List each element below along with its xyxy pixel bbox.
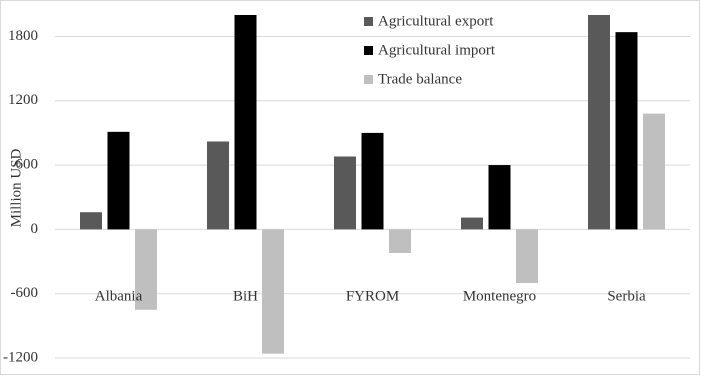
- y-axis-title: Million USD: [8, 148, 24, 227]
- y-tick-label: 1200: [8, 92, 38, 108]
- legend-swatch: [364, 75, 373, 84]
- bar: [488, 165, 511, 230]
- bar: [643, 113, 665, 230]
- bar: [234, 15, 257, 230]
- bar: [389, 229, 411, 253]
- x-tick-label: BiH: [233, 288, 258, 304]
- legend-label: Agricultural import: [378, 42, 496, 58]
- legend-swatch: [364, 46, 373, 55]
- y-tick-label: -1200: [3, 349, 38, 365]
- legend-label: Agricultural export: [378, 13, 494, 29]
- y-tick-label: 0: [31, 221, 39, 237]
- x-tick-label: FYROM: [346, 288, 399, 304]
- y-tick-label: -600: [11, 285, 39, 301]
- bar: [516, 229, 538, 283]
- legend-swatch: [364, 17, 373, 26]
- y-tick-label: 1800: [8, 28, 38, 44]
- x-tick-label: Montenegro: [463, 288, 536, 304]
- bar: [334, 156, 356, 230]
- bar: [461, 217, 483, 230]
- bar: [615, 32, 638, 230]
- legend-label: Trade balance: [378, 71, 462, 87]
- bar: [80, 212, 102, 230]
- bar: [207, 141, 229, 230]
- bar: [262, 229, 284, 354]
- y-tick-label: 600: [16, 157, 39, 173]
- bar: [588, 15, 610, 230]
- x-tick-label: Serbia: [607, 288, 646, 304]
- x-tick-label: Albania: [95, 288, 143, 304]
- bar: [107, 131, 130, 230]
- bar: [361, 132, 384, 230]
- bar: [135, 229, 157, 310]
